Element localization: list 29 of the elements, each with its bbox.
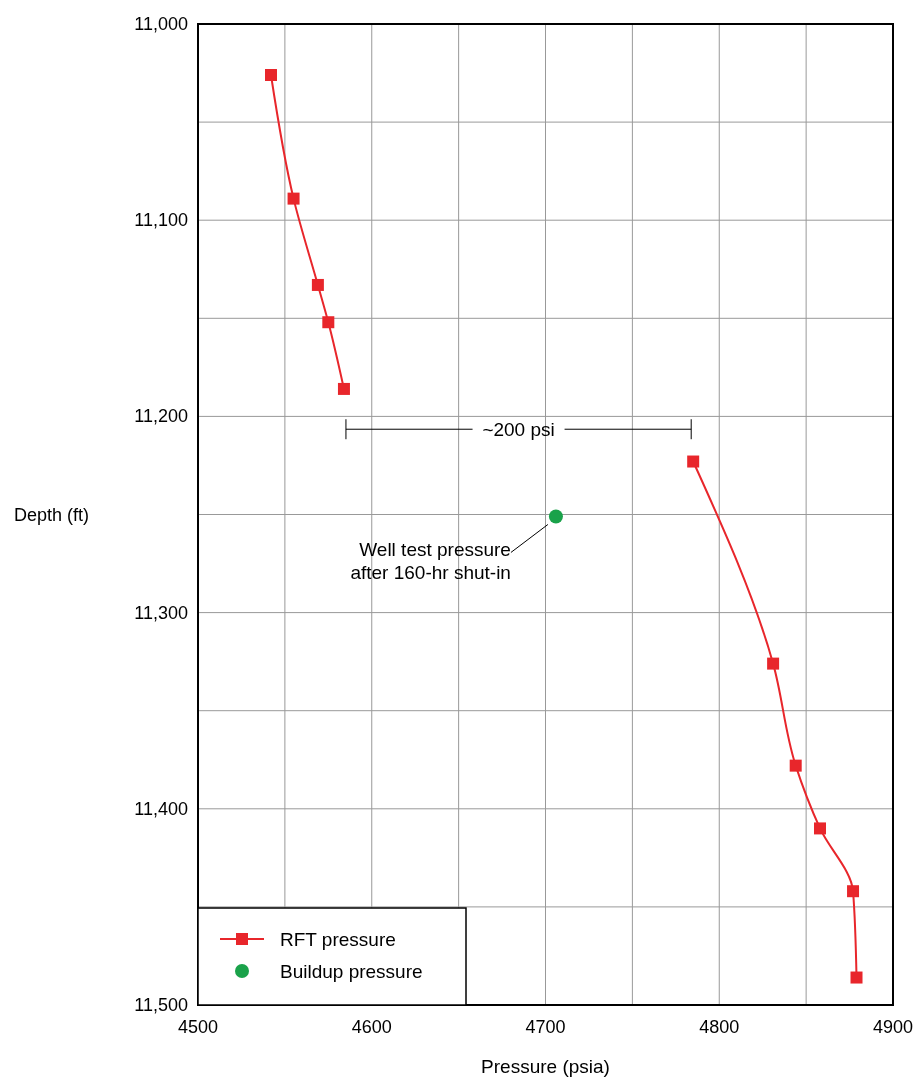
- point: [287, 192, 300, 205]
- point: [850, 971, 863, 984]
- legend-label: Buildup pressure: [280, 961, 423, 982]
- point: [322, 316, 335, 329]
- y-axis-title: Depth (ft): [14, 504, 90, 525]
- annotation: Well test pressure after 160-hr shut-in: [350, 539, 511, 584]
- point: [548, 509, 563, 524]
- point: [687, 455, 700, 468]
- x-axis-title: Pressure (psia): [481, 1056, 610, 1077]
- y-tick-label: 11,400: [134, 798, 188, 819]
- point: [789, 759, 802, 772]
- y-tick-label: 11,100: [134, 210, 188, 231]
- point: [264, 69, 277, 82]
- x-tick-label: 4500: [177, 1017, 219, 1037]
- legend-label: RFT pressure: [280, 929, 396, 950]
- annotation: ~200 psi: [482, 419, 555, 441]
- point: [311, 278, 324, 291]
- point: [847, 885, 860, 898]
- x-tick-label: 4600: [351, 1017, 392, 1037]
- point: [767, 657, 780, 670]
- x-tick-label: 4700: [525, 1017, 566, 1037]
- x-tick-label: 4800: [699, 1017, 740, 1037]
- y-tick-label: 11,300: [134, 602, 188, 623]
- y-tick-label: 11,500: [134, 995, 188, 1015]
- point: [337, 382, 350, 395]
- x-tick-label: 4900: [872, 1017, 914, 1037]
- y-tick-label: 11,200: [134, 406, 188, 427]
- point: [814, 822, 827, 835]
- y-tick-label: 11,000: [134, 14, 188, 34]
